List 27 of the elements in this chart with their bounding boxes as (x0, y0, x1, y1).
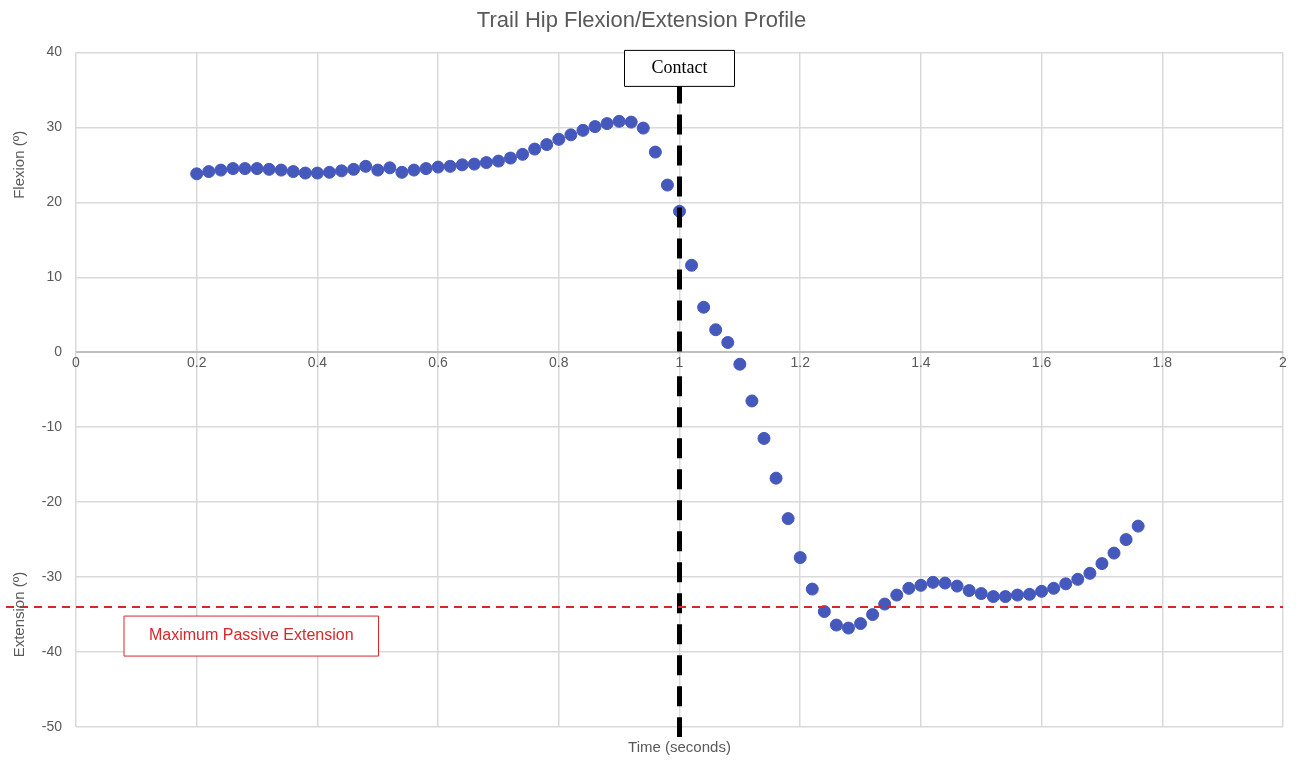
x-tick-label: 0 (72, 354, 81, 371)
x-tick-label: 1 (675, 354, 684, 371)
text: Extension (º) (10, 571, 28, 658)
x-tick-label: 0.8 (549, 354, 569, 371)
y-axis-title: Flexion (º) (10, 130, 28, 199)
x-axis-title: Time (seconds) (628, 738, 731, 756)
x-tick-label: 1.2 (790, 354, 811, 371)
x-tick-label: 0.6 (428, 354, 449, 371)
y-tick-label: -10 (41, 418, 63, 435)
x-tick-label: 1.6 (1031, 354, 1052, 371)
y-tick-label: -50 (41, 717, 63, 734)
y-tick-label: 40 (46, 43, 63, 60)
y-tick-label: 30 (46, 118, 63, 135)
y-tick-label: -40 (41, 642, 63, 659)
x-tick-label: 1.8 (1152, 354, 1173, 371)
x-tick-label: 0.4 (307, 354, 328, 371)
y-tick-label: 10 (46, 268, 63, 285)
x-tick-label: 2 (1279, 354, 1288, 371)
y-tick-label: -20 (41, 492, 63, 509)
y-tick-label: 20 (46, 193, 63, 210)
y-tick-label: -30 (41, 567, 63, 584)
ref-line-label: Maximum Passive Extension (149, 626, 354, 644)
y-tick-label: 0 (54, 343, 63, 360)
x-tick-label: 1.4 (911, 354, 931, 371)
chart-title: Trail Hip Flexion/Extension Profile (476, 7, 807, 33)
x-tick-label: 0.2 (186, 354, 207, 371)
ref-line-label: Contact (651, 57, 708, 78)
